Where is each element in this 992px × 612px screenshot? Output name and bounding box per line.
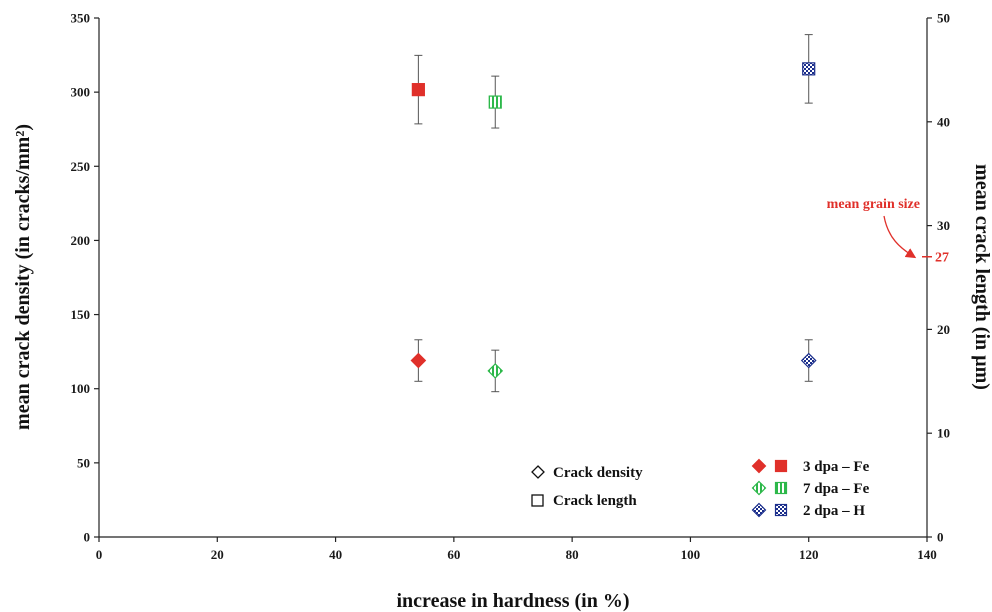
x-tick-label: 80 [566,547,579,562]
x-tick-label: 40 [329,547,342,562]
length-point [802,62,816,76]
legend-series: 3 dpa – Fe 7 dpa – Fe 2 dpa – H [751,458,870,519]
legend-series-label: 7 dpa – Fe [803,481,870,497]
left-y-tick-label: 0 [84,530,91,545]
x-tick-label: 60 [447,547,460,562]
left-y-tick-label: 200 [71,233,91,248]
left-y-tick-label: 350 [71,11,91,26]
left-y-tick-label: 50 [77,455,90,470]
right-y-tick-label: 20 [937,322,950,337]
legend-diamond-icon [751,458,767,474]
density-point [487,363,504,379]
legend-square-icon [774,481,788,495]
right-y-tick-label: 10 [937,426,950,441]
left-y-tick-label: 300 [71,85,91,100]
density-point [800,352,817,369]
x-tick-label: 120 [799,547,819,562]
square-legend-icon [531,494,544,507]
axes-frame [98,18,928,538]
mean-grain-size-label: mean grain size [827,197,920,212]
annotation-arrow [883,215,917,259]
right-y-axis-title: mean crack length (in µm) [971,164,992,390]
legend-series-label: 2 dpa – H [803,503,865,519]
right-y-tick-label: 40 [937,114,950,129]
legend-square-icon [774,503,788,517]
diamond-legend-icon [531,465,545,479]
x-tick-label: 140 [917,547,937,562]
mean-grain-size-value: 27 [935,251,949,266]
x-tick-label: 20 [211,547,224,562]
legend-shape-key: Crack density Crack length [531,465,643,509]
x-tick-label: 100 [681,547,701,562]
left-y-tick-label: 100 [71,381,91,396]
mean-grain-size-annotation: mean grain size 27 [827,197,949,266]
legend-square-icon [774,459,788,473]
right-y-tick-label: 30 [937,218,950,233]
legend-diamond-icon [751,480,767,496]
legend-length-label: Crack length [553,493,637,509]
density-point [410,352,427,369]
legend-diamond-icon [751,502,767,518]
length-point [411,83,425,97]
right-y-tick-label: 0 [937,530,944,545]
left-y-tick-label: 150 [71,307,91,322]
left-y-tick-label: 250 [71,159,91,174]
legend-series-label: 3 dpa – Fe [803,459,870,475]
length-point [488,95,502,109]
right-y-tick-label: 50 [937,11,950,26]
legend-density-label: Crack density [553,465,643,481]
x-axis-title: increase in hardness (in %) [397,590,630,612]
x-tick-label: 0 [96,547,103,562]
left-y-axis-title: mean crack density (in cracks/mm²) [12,124,34,430]
